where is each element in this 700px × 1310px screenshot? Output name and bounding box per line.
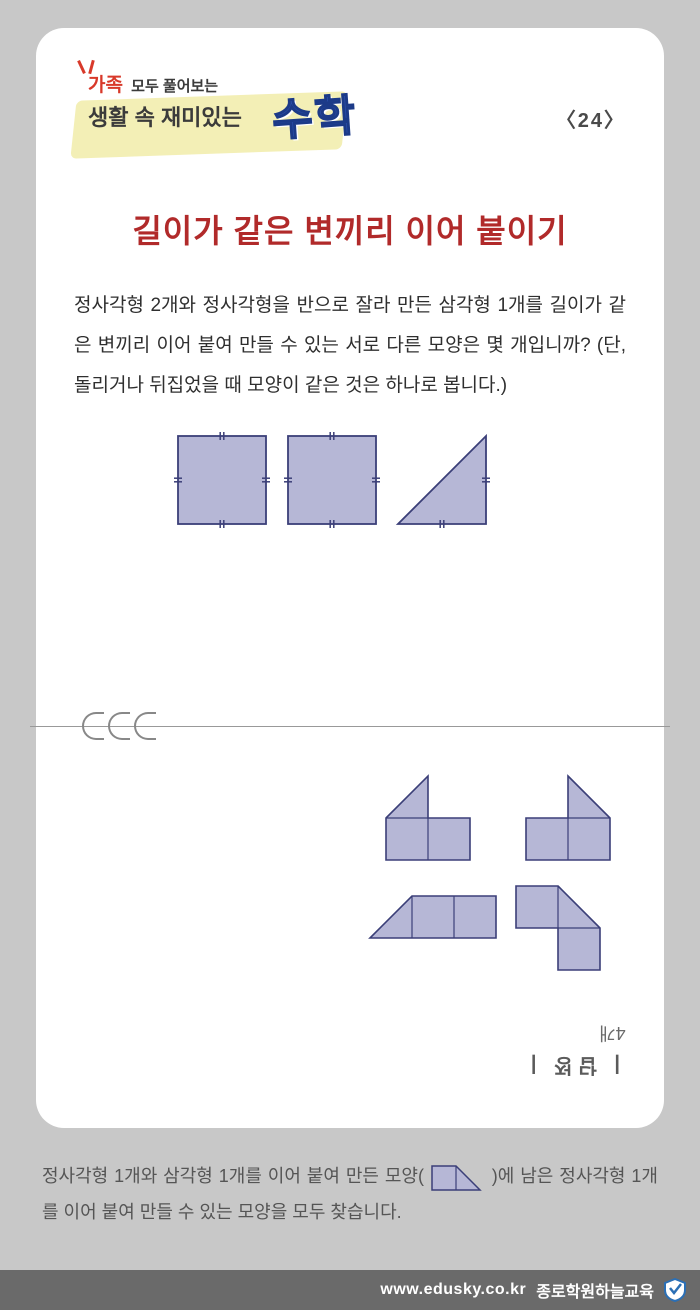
spiral-binding — [30, 708, 670, 748]
footer-brand: 종로학원하늘교육 — [536, 1278, 654, 1302]
answer-count-wrap: 4개 — [74, 1003, 626, 1047]
header-math-word: 수학 — [270, 79, 359, 149]
binding-ring-icon — [108, 712, 130, 740]
answer-shapes-svg — [366, 768, 626, 998]
answer-label-wrap: | 정답 | — [74, 1047, 626, 1082]
answer-count: 4개 — [599, 1021, 626, 1047]
header-line-2: 생활 속 재미있는 — [88, 100, 242, 132]
hint-part1: 정사각형 1개와 삼각형 1개를 이어 붙여 만든 모양( — [42, 1166, 424, 1186]
binding-ring-icon — [134, 712, 156, 740]
given-shapes — [74, 426, 626, 541]
footer-url: www.edusky.co.kr — [380, 1281, 526, 1299]
header-line-1: 가족 모두 풀어보는 — [88, 70, 218, 97]
accent-tick-icon — [77, 60, 86, 74]
header-text: 모두 풀어보는 — [131, 78, 218, 95]
inline-shape-icon — [430, 1162, 486, 1192]
header-emphasis: 가족 — [88, 75, 123, 96]
shapes-svg — [170, 426, 530, 536]
hint-text: 정사각형 1개와 삼각형 1개를 이어 붙여 만든 모양( )에 남은 정사각형… — [42, 1158, 658, 1230]
binding-ring-icon — [82, 712, 104, 740]
answer-label: | 정답 | — [531, 1053, 626, 1082]
problem-title: 길이가 같은 변끼리 이어 붙이기 — [74, 206, 626, 252]
page-number: 〈24〉 — [556, 104, 626, 133]
header: 가족 모두 풀어보는 생활 속 재미있는 수학 〈24〉 — [74, 58, 626, 178]
problem-text: 정사각형 2개와 정사각형을 반으로 잘라 만든 삼각형 1개를 길이가 같은 … — [74, 286, 626, 406]
footer: www.edusky.co.kr 종로학원하늘교육 — [0, 1270, 700, 1310]
worksheet-card: 가족 모두 풀어보는 생활 속 재미있는 수학 〈24〉 길이가 같은 변끼리 … — [36, 28, 664, 1128]
logo-shield-icon — [664, 1278, 686, 1302]
answer-section: 4개 | 정답 | — [74, 768, 626, 1082]
